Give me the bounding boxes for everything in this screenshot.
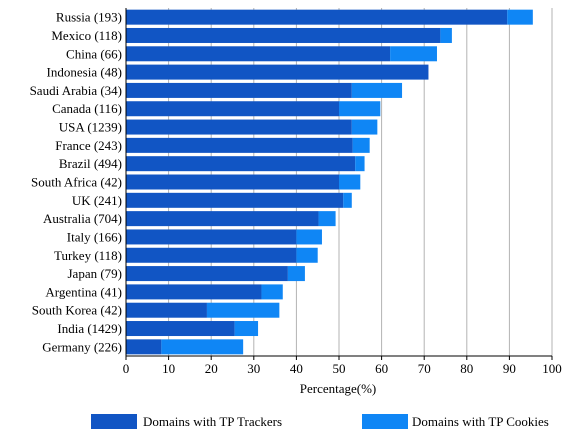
category-label: Australia (704) [43, 211, 122, 226]
bar-tp-trackers [126, 339, 162, 355]
bar-tp-trackers [126, 174, 339, 190]
axes [125, 8, 553, 360]
bar-tp-trackers [126, 229, 297, 245]
bar-tp-trackers [126, 27, 441, 43]
bar-tp-trackers [126, 192, 344, 208]
x-tick-label: 100 [542, 361, 562, 376]
x-tick-labels: 0 10 20 30 40 50 60 70 80 90 100 [123, 361, 562, 376]
category-label: Turkey (118) [54, 248, 122, 263]
category-label: UK (241) [72, 193, 122, 208]
bar-tp-cookies [234, 321, 259, 337]
x-tick-label: 0 [123, 361, 130, 376]
bar-tp-trackers [126, 101, 339, 117]
category-label: Russia (193) [56, 10, 122, 25]
x-tick-label: 20 [205, 361, 218, 376]
bar-tp-cookies [351, 119, 378, 135]
x-tick-label: 90 [503, 361, 516, 376]
category-label: Brazil (494) [59, 156, 122, 171]
bar-tp-cookies [261, 284, 283, 300]
bar-tp-trackers [126, 247, 297, 263]
bar-tp-trackers [126, 211, 319, 227]
bar-tp-cookies [390, 46, 437, 62]
legend-swatch-tp-cookies [362, 414, 408, 429]
bar-tp-cookies [296, 247, 318, 263]
category-label: Japan (79) [67, 266, 122, 281]
bar-tp-trackers [126, 302, 207, 318]
legend-label-tp-trackers: Domains with TP Trackers [143, 414, 282, 429]
category-label: China (66) [66, 46, 122, 61]
category-label: Germany (226) [42, 339, 122, 354]
bar-tp-cookies [287, 266, 305, 282]
bar-tp-cookies [352, 137, 370, 153]
legend: Domains with TP Trackers Domains with TP … [91, 414, 549, 429]
category-label: Canada (116) [52, 101, 122, 116]
bar-tp-trackers [126, 156, 356, 172]
bar-tp-trackers [126, 64, 429, 80]
category-label: Mexico (118) [51, 28, 122, 43]
bar-tp-trackers [126, 137, 353, 153]
category-label: Indonesia (48) [47, 65, 122, 80]
bar-tp-cookies [343, 192, 352, 208]
bar-tp-cookies [440, 27, 452, 43]
legend-label-tp-cookies: Domains with TP Cookies [412, 414, 549, 429]
bar-tp-cookies [296, 229, 322, 245]
bar-tp-cookies [318, 211, 336, 227]
category-labels: Russia (193) Mexico (118) China (66) Indone… [30, 10, 122, 355]
bar-tp-cookies [507, 9, 533, 25]
x-tick-label: 10 [162, 361, 175, 376]
bars [126, 9, 533, 355]
bar-tp-trackers [126, 119, 352, 135]
category-label: France (243) [55, 138, 122, 153]
x-tick-label: 50 [333, 361, 346, 376]
bar-tp-cookies [206, 302, 280, 318]
x-tick-label: 60 [375, 361, 388, 376]
category-label: Argentina (41) [45, 284, 122, 299]
bar-tp-trackers [126, 266, 288, 282]
bar-tp-trackers [126, 9, 508, 25]
bar-tp-cookies [161, 339, 244, 355]
bar-tp-trackers [126, 284, 262, 300]
bar-tp-trackers [126, 82, 352, 98]
category-label: USA (1239) [59, 120, 122, 135]
category-label: South Korea (42) [32, 303, 122, 318]
category-label: Saudi Arabia (34) [30, 83, 122, 98]
x-tick-label: 80 [460, 361, 473, 376]
bar-tp-cookies [351, 82, 403, 98]
category-label: India (1429) [57, 321, 122, 336]
category-label: South Africa (42) [31, 175, 122, 190]
bar-tp-cookies [339, 101, 381, 117]
bar-tp-cookies [339, 174, 361, 190]
x-axis-title: Percentage(%) [300, 381, 377, 396]
bar-tp-trackers [126, 321, 235, 337]
x-tick-label: 40 [290, 361, 303, 376]
legend-swatch-tp-trackers [91, 414, 137, 429]
bar-tp-cookies [355, 156, 365, 172]
category-label: Italy (166) [67, 229, 122, 244]
bar-tp-trackers [126, 46, 391, 62]
x-tick-label: 70 [418, 361, 431, 376]
x-tick-label: 30 [247, 361, 260, 376]
